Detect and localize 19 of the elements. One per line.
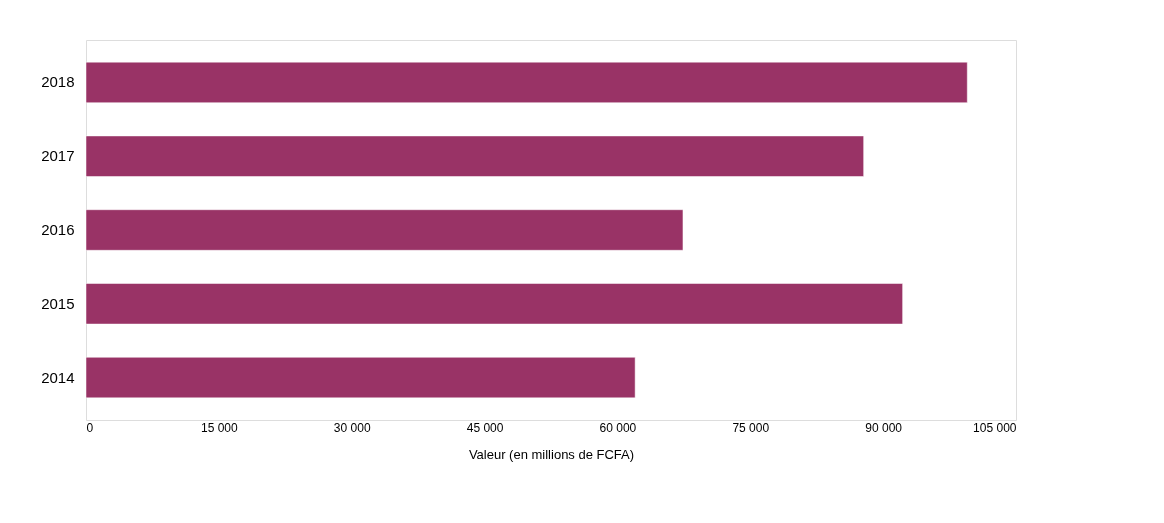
bar [85, 61, 968, 103]
bar [85, 135, 864, 177]
bar [85, 283, 903, 325]
x-tick-label: 30 000 [333, 420, 371, 435]
y-tick-label: 2015 [41, 294, 75, 312]
x-tick-label: 45 000 [466, 420, 504, 435]
x-tick-label: 0 [86, 420, 94, 435]
x-tick-label: 60 000 [599, 420, 637, 435]
y-tick-label: 2016 [41, 221, 75, 238]
x-axis-title: Valeur (en millions de FCFA) [468, 446, 635, 462]
bar [85, 357, 636, 399]
x-tick-label: 90 000 [865, 420, 903, 435]
x-tick-label: 15 000 [201, 420, 239, 435]
bar [85, 209, 684, 251]
x-tick-label: 75 000 [732, 420, 770, 435]
y-tick-label: 2014 [41, 368, 75, 386]
y-tick-label: 2018 [41, 73, 75, 91]
x-tick-label: 105 000 [973, 420, 1017, 435]
y-tick-label: 2017 [41, 147, 75, 165]
